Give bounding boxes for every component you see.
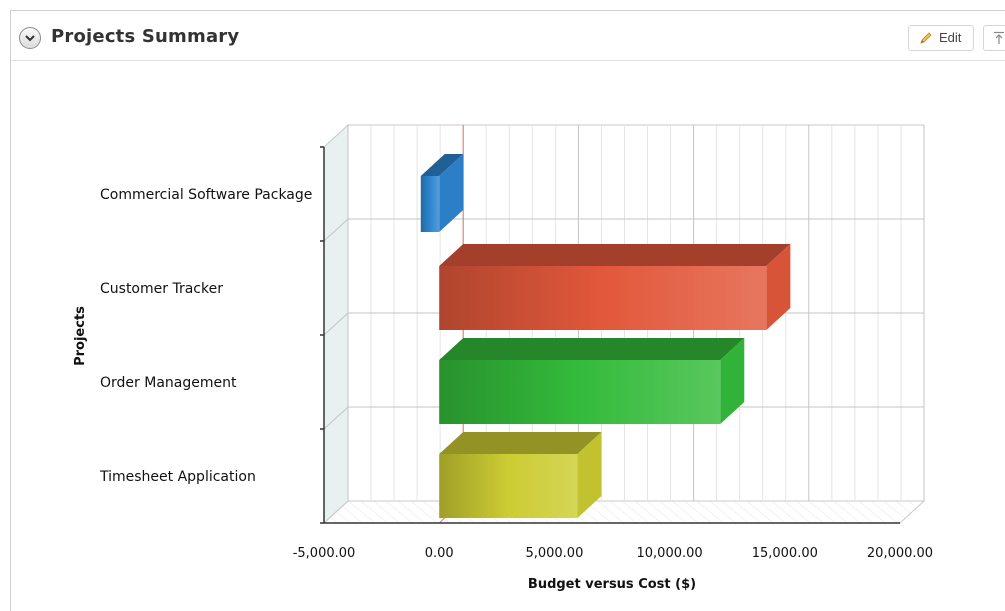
category-label: Order Management (100, 375, 237, 391)
x-tick-label: 0.00 (425, 546, 454, 561)
pin-top-button[interactable] (983, 25, 1005, 51)
category-label: Timesheet Application (99, 469, 256, 485)
bar-top-face (439, 338, 745, 360)
edit-button-label: Edit (939, 30, 962, 45)
x-axis-title: Budget versus Cost ($) (528, 577, 696, 591)
bar-side-face (766, 244, 791, 330)
bar-top-face (439, 432, 602, 454)
y-axis-title: Projects (73, 306, 88, 366)
category-label: Commercial Software Package (100, 187, 312, 203)
bar-side-face (439, 154, 464, 232)
edit-button[interactable]: Edit (908, 25, 974, 51)
budget-chart: -5,000.00 0.00 5,000.00 10,000.00 15,000.00 2… (73, 123, 933, 591)
bar-top-face (439, 244, 791, 266)
bar-front-face (439, 360, 721, 424)
bar-side-face (720, 338, 745, 424)
bar-front-face (420, 176, 440, 232)
bar-timesheet-application (439, 432, 602, 518)
panel-header: Projects Summary Edit (11, 11, 1005, 61)
bar-customer-tracker (439, 244, 791, 330)
pin-top-icon (994, 31, 1004, 44)
bar-order-management (439, 338, 745, 424)
band-gridline-side (323, 406, 349, 430)
band-gridline-side (323, 312, 349, 336)
x-tick-label: 20,000.00 (867, 546, 933, 561)
x-tick-label: 15,000.00 (752, 546, 818, 561)
x-tick-label: 10,000.00 (637, 546, 703, 561)
category-label: Customer Tracker (100, 281, 223, 297)
bar-front-face (439, 266, 767, 330)
panel-title: Projects Summary (51, 26, 240, 47)
x-tick-label: -5,000.00 (293, 546, 356, 561)
chart-floor (322, 500, 926, 524)
band-gridline-side (323, 218, 349, 242)
pencil-icon (920, 32, 932, 44)
bar-front-face (439, 454, 578, 518)
bar-top-face (420, 154, 464, 176)
bar-commercial-software-package (420, 154, 464, 232)
bar-side-face (577, 432, 602, 518)
x-tick-label: 5,000.00 (525, 546, 583, 561)
chevron-down-icon[interactable] (19, 27, 41, 49)
